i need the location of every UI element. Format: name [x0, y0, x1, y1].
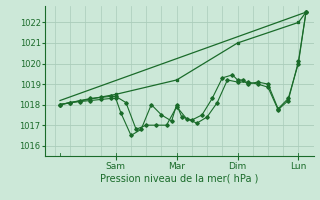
- X-axis label: Pression niveau de la mer( hPa ): Pression niveau de la mer( hPa ): [100, 173, 258, 183]
